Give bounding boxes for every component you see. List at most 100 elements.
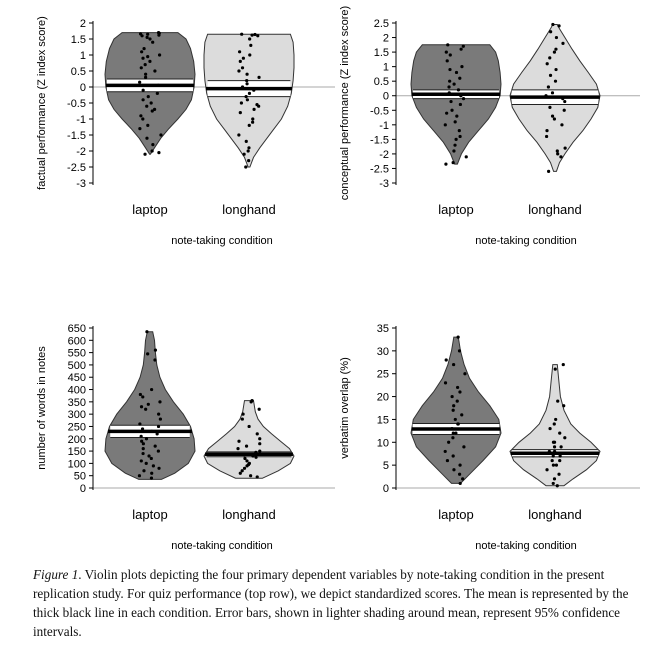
data-point [552, 440, 557, 444]
data-point [464, 155, 468, 159]
data-point [156, 83, 160, 87]
data-point [244, 165, 248, 169]
data-point [237, 439, 241, 443]
y-axis-label: number of words in notes [36, 346, 48, 470]
x-axis-label: note-taking condition [475, 540, 577, 552]
data-point [549, 30, 553, 34]
data-point [138, 80, 142, 84]
y-tick-label: 25 [377, 369, 389, 381]
data-point [250, 33, 254, 37]
violin-longhand [509, 362, 601, 488]
data-point [552, 422, 556, 426]
data-point [247, 424, 251, 429]
violin-body [203, 33, 295, 168]
data-point [144, 407, 148, 411]
data-point [553, 449, 557, 454]
data-point [451, 436, 455, 440]
y-tick-label: -1.5 [67, 130, 86, 142]
figure-label: Figure 1 [33, 567, 79, 582]
y-tick-label: 300 [68, 409, 86, 421]
y-tick-label: 350 [68, 397, 86, 409]
data-point [458, 481, 462, 486]
data-point [246, 149, 250, 153]
data-point [153, 358, 157, 362]
data-point [452, 404, 456, 408]
y-tick-label: 0 [383, 483, 389, 495]
data-point [239, 101, 244, 105]
y-tick-label: 450 [68, 372, 86, 384]
x-tick-label: laptop [438, 202, 473, 217]
y-tick-label: 2.5 [374, 18, 389, 30]
data-point [155, 91, 159, 95]
data-point [144, 72, 148, 76]
data-point [452, 362, 456, 367]
data-point [450, 394, 454, 399]
data-point [554, 67, 558, 72]
data-point [553, 79, 558, 83]
data-point [251, 120, 255, 124]
data-point [140, 34, 144, 38]
data-point [562, 108, 566, 112]
data-point [146, 352, 150, 356]
data-point [548, 56, 552, 60]
data-point [150, 109, 154, 113]
data-point [240, 469, 244, 473]
data-point [561, 362, 565, 367]
data-point [249, 43, 253, 48]
data-point [447, 85, 451, 89]
data-point [254, 455, 258, 459]
data-point [150, 387, 154, 392]
data-point [453, 417, 457, 422]
panel-verbatim: 0 5 10 15 20 25 30 35 verbatim overlap (%) note-t… [339, 323, 640, 552]
data-point [247, 123, 251, 127]
data-point [448, 79, 452, 83]
data-point [147, 454, 151, 458]
data-point [455, 399, 459, 403]
data-point [445, 458, 450, 463]
data-point [148, 37, 152, 41]
data-point [554, 417, 558, 422]
data-point [148, 59, 152, 64]
data-point [551, 22, 555, 27]
data-point [247, 159, 251, 163]
data-point [458, 76, 462, 80]
data-point [449, 99, 453, 104]
violin-longhand [203, 32, 295, 169]
y-tick-label: 1.5 [374, 47, 389, 59]
y-tick-label: -2.5 [370, 163, 389, 175]
data-point [240, 32, 244, 36]
data-point [458, 472, 462, 476]
data-point [451, 408, 455, 412]
data-point [236, 447, 240, 451]
data-point [145, 35, 149, 40]
x-tick-label: longhand [528, 507, 582, 522]
data-point [141, 88, 145, 92]
y-tick-label: 50 [74, 471, 86, 483]
y-tick-label: 10 [377, 437, 389, 449]
data-point [245, 464, 249, 468]
data-point [556, 399, 560, 403]
data-point [138, 127, 142, 131]
data-point [451, 431, 455, 435]
data-point [141, 56, 145, 60]
y-tick-label: 5 [383, 460, 389, 472]
data-point [245, 79, 249, 83]
data-point [146, 55, 150, 59]
y-tick-label: 15 [377, 414, 389, 426]
data-point [151, 464, 155, 468]
data-point [447, 440, 451, 444]
data-point [139, 405, 144, 409]
y-tick-label: -0.5 [370, 105, 389, 117]
data-point [548, 73, 553, 77]
violin-body [410, 44, 502, 165]
data-point [240, 417, 244, 421]
data-point [153, 69, 157, 73]
y-tick-label: 150 [68, 446, 86, 458]
data-point [251, 117, 255, 121]
data-point [258, 449, 262, 453]
data-point [150, 429, 154, 433]
data-point [142, 47, 146, 51]
data-point [237, 133, 241, 137]
violin-laptop [104, 330, 196, 480]
